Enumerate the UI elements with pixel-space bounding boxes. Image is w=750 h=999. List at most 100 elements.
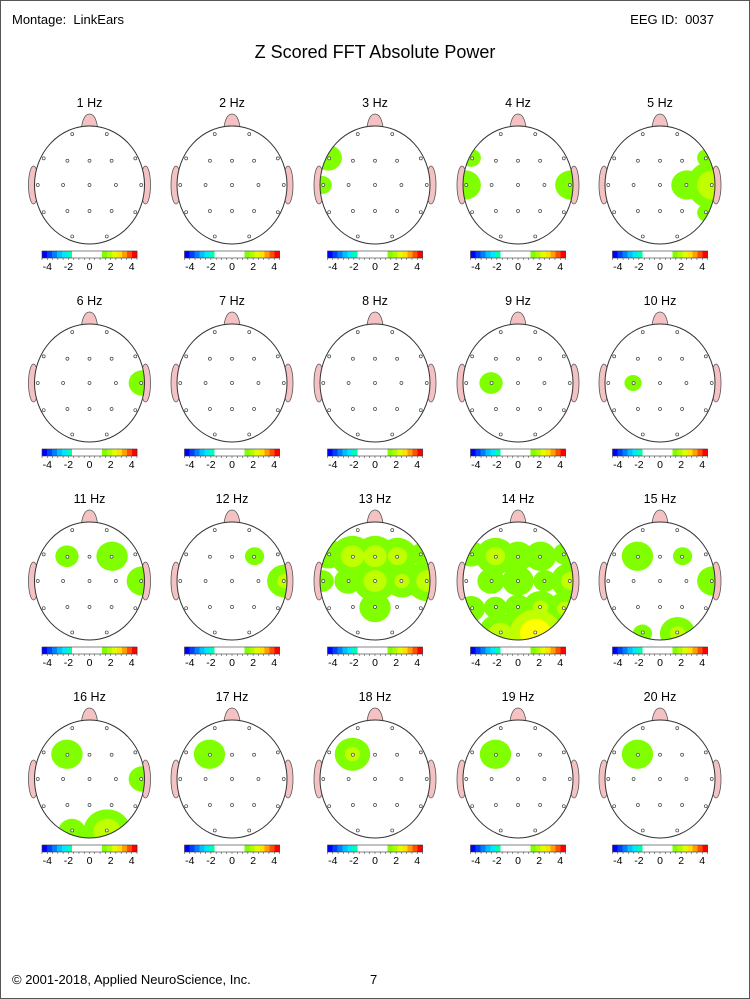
- electrode-fp2: [390, 528, 395, 532]
- electrode-o2: [533, 828, 538, 833]
- colorbar-segment: [92, 845, 98, 852]
- colorbar-tick-label: 0: [515, 657, 521, 669]
- colorbar-tick-label: 0: [372, 261, 378, 273]
- electrode-t6: [275, 210, 280, 215]
- electrode-o1: [640, 828, 645, 833]
- electrode-f4: [680, 356, 684, 361]
- colorbar-segment: [622, 449, 628, 456]
- colorbar-segment: [264, 647, 270, 654]
- colorbar-segment: [347, 449, 353, 456]
- colorbar-segment: [362, 449, 368, 456]
- colorbar-segment: [244, 845, 250, 852]
- colorbar-segment: [239, 845, 245, 852]
- colorbar-segment: [545, 845, 551, 852]
- electrode-fz: [516, 356, 520, 361]
- colorbar-tick-label: 2: [536, 261, 542, 273]
- colorbar-segment: [672, 845, 678, 852]
- electrode-p4: [252, 407, 256, 411]
- electrode-t5: [41, 804, 46, 809]
- electrode-o1: [212, 234, 217, 239]
- colorbar-segment: [702, 251, 708, 258]
- electrode-f3: [494, 752, 498, 757]
- colorbar-segment: [72, 647, 78, 654]
- colorbar-segment: [687, 251, 693, 258]
- nose-icon: [651, 113, 669, 128]
- colorbar-segment: [372, 251, 378, 258]
- colorbar-segment: [342, 251, 348, 258]
- electrode-c4: [114, 579, 118, 583]
- colorbar-tick-label: -2: [206, 855, 215, 867]
- colorbar-segment: [652, 647, 658, 654]
- electrode-t3: [606, 381, 611, 385]
- colorbar-tick-label: -4: [185, 261, 194, 273]
- colorbar-segment: [209, 647, 215, 654]
- colorbar-segment: [209, 449, 215, 456]
- electrode-t5: [41, 606, 46, 611]
- topomap: 13 Hz -4 -2 0 2 4: [313, 492, 437, 669]
- electrode-pz: [87, 803, 92, 807]
- electrode-p3: [636, 803, 640, 807]
- electrode-t4: [139, 777, 144, 781]
- colorbar-segment: [229, 647, 235, 654]
- colorbar-segment: [77, 647, 83, 654]
- electrode-t4: [709, 777, 714, 781]
- colorbar-tick-label: -4: [613, 657, 622, 669]
- colorbar-segment: [617, 845, 623, 852]
- colorbar-tick-label: -4: [43, 459, 52, 471]
- colorbar-segment: [219, 647, 225, 654]
- head-outline: [34, 719, 145, 839]
- electrode-c3: [203, 579, 208, 583]
- colorbar-segment: [184, 251, 190, 258]
- colorbar-segment: [52, 647, 58, 654]
- colorbar-tick-label: -2: [492, 657, 501, 669]
- colorbar-segment: [57, 251, 63, 258]
- colorbar-segment: [87, 449, 93, 456]
- colorbar-segment: [520, 845, 526, 852]
- electrode-fp1: [70, 528, 75, 532]
- head-outline: [462, 323, 574, 443]
- colorbar-segment: [264, 449, 270, 456]
- electrode-o1: [70, 630, 75, 635]
- electrode-f4: [395, 158, 399, 163]
- colorbar-tick-label: -2: [64, 261, 73, 273]
- colorbar-segment: [682, 251, 688, 258]
- electrode-fp1: [212, 528, 217, 532]
- electrode-fp2: [104, 132, 109, 136]
- colorbar-segment: [617, 449, 623, 456]
- electrode-f4: [680, 158, 684, 163]
- electrode-p3: [494, 407, 498, 411]
- electrode-c3: [203, 381, 208, 385]
- electrode-c4: [684, 579, 689, 583]
- electrode-t6: [561, 408, 566, 413]
- electrode-f8: [418, 552, 423, 557]
- colorbar-tick-label: -4: [328, 657, 337, 669]
- colorbar-segment: [652, 845, 658, 852]
- colorbar-tick-label: -4: [185, 855, 194, 867]
- colorbar-segment: [667, 449, 673, 456]
- colorbar-segment: [199, 251, 205, 258]
- colorbar-segment: [510, 251, 516, 258]
- colorbar-segment: [204, 647, 210, 654]
- head-outline: [34, 323, 145, 443]
- electrode-t3: [35, 381, 40, 385]
- colorbar-segment: [347, 845, 353, 852]
- electrode-p3: [65, 407, 70, 411]
- electrode-cz: [373, 381, 377, 385]
- electrode-o2: [533, 432, 538, 437]
- colorbar-segment: [254, 845, 260, 852]
- electrode-t6: [418, 408, 423, 413]
- nose-icon: [223, 509, 241, 524]
- electrode-fp1: [212, 330, 217, 334]
- colorbar-segment: [627, 845, 633, 852]
- electrode-t4: [424, 183, 429, 187]
- colorbar-segment: [269, 647, 275, 654]
- colorbar-tick-label: -2: [634, 261, 643, 273]
- electrode-c4: [256, 183, 261, 187]
- colorbar-tick-label: -4: [43, 657, 52, 669]
- electrode-f7: [612, 156, 617, 161]
- colorbar-tick-label: 0: [657, 657, 663, 669]
- electrode-t6: [703, 606, 708, 611]
- colorbar-segment: [387, 449, 393, 456]
- head-outline: [176, 125, 288, 245]
- colorbar-segment: [224, 449, 230, 456]
